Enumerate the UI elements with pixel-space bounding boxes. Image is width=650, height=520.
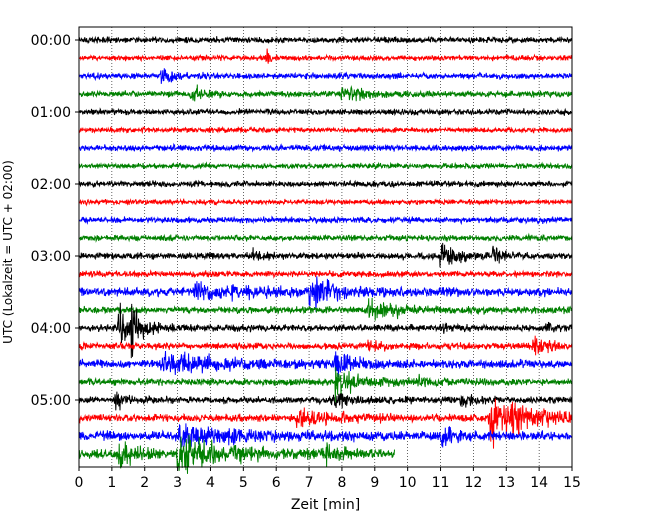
x-tick-label: 14	[530, 475, 548, 491]
x-axis: 0 1 2 3 4 5 6 7 8 9 10 11 12 13 14 15	[75, 467, 581, 491]
trace-0230	[78, 215, 573, 226]
y-tick-label: 05:00	[31, 393, 71, 409]
trace-0415	[78, 335, 573, 356]
x-axis-label: Zeit [min]	[291, 497, 360, 513]
trace-0115	[78, 125, 573, 135]
y-axis-label: UTC (Lokalzeit = UTC + 02:00)	[1, 160, 15, 344]
trace-0215	[78, 198, 573, 207]
y-axis: 00:00 01:00 02:00 03:00 04:00 05:00	[31, 33, 79, 409]
y-tick-label: 03:00	[31, 249, 71, 265]
y-tick-label: 00:00	[31, 33, 71, 49]
x-tick-label: 0	[75, 475, 84, 491]
plot-frame	[78, 26, 573, 468]
trace-group	[78, 35, 573, 474]
trace-0245	[79, 232, 573, 243]
trace-0345	[78, 297, 573, 321]
x-tick-label: 12	[464, 475, 482, 491]
y-tick-label: 02:00	[31, 177, 71, 193]
x-tick-label: 11	[432, 475, 450, 491]
x-tick-label: 3	[173, 475, 182, 491]
trace-0100	[78, 107, 573, 117]
y-tick-label: 01:00	[31, 105, 71, 121]
trace-0530	[78, 423, 573, 448]
trace-0330	[78, 276, 573, 312]
trace-0030	[78, 68, 573, 84]
x-tick-label: 2	[140, 475, 149, 491]
trace-0130	[78, 142, 573, 153]
trace-0430	[78, 350, 573, 378]
trace-0015	[78, 48, 573, 64]
x-tick-label: 5	[239, 475, 248, 491]
trace-0315	[78, 269, 573, 280]
x-tick-label: 8	[337, 475, 346, 491]
x-tick-label: 9	[370, 475, 379, 491]
trace-0400	[78, 302, 573, 359]
trace-0200	[78, 179, 573, 189]
x-tick-label: 10	[399, 475, 417, 491]
trace-0500	[78, 391, 573, 411]
trace-0445	[78, 367, 573, 403]
trace-0145	[78, 161, 573, 171]
y-tick-label: 04:00	[31, 321, 71, 337]
x-tick-label: 4	[206, 475, 215, 491]
trace-0000	[78, 35, 573, 45]
grid-lines	[111, 27, 540, 467]
x-tick-label: 15	[563, 475, 581, 491]
x-tick-label: 1	[107, 475, 116, 491]
trace-0300	[78, 242, 573, 268]
trace-0545	[78, 434, 395, 474]
trace-0045	[78, 84, 573, 102]
x-tick-label: 13	[497, 475, 515, 491]
trace-0515	[78, 398, 573, 449]
x-tick-label: 6	[272, 475, 281, 491]
x-tick-label: 7	[305, 475, 314, 491]
